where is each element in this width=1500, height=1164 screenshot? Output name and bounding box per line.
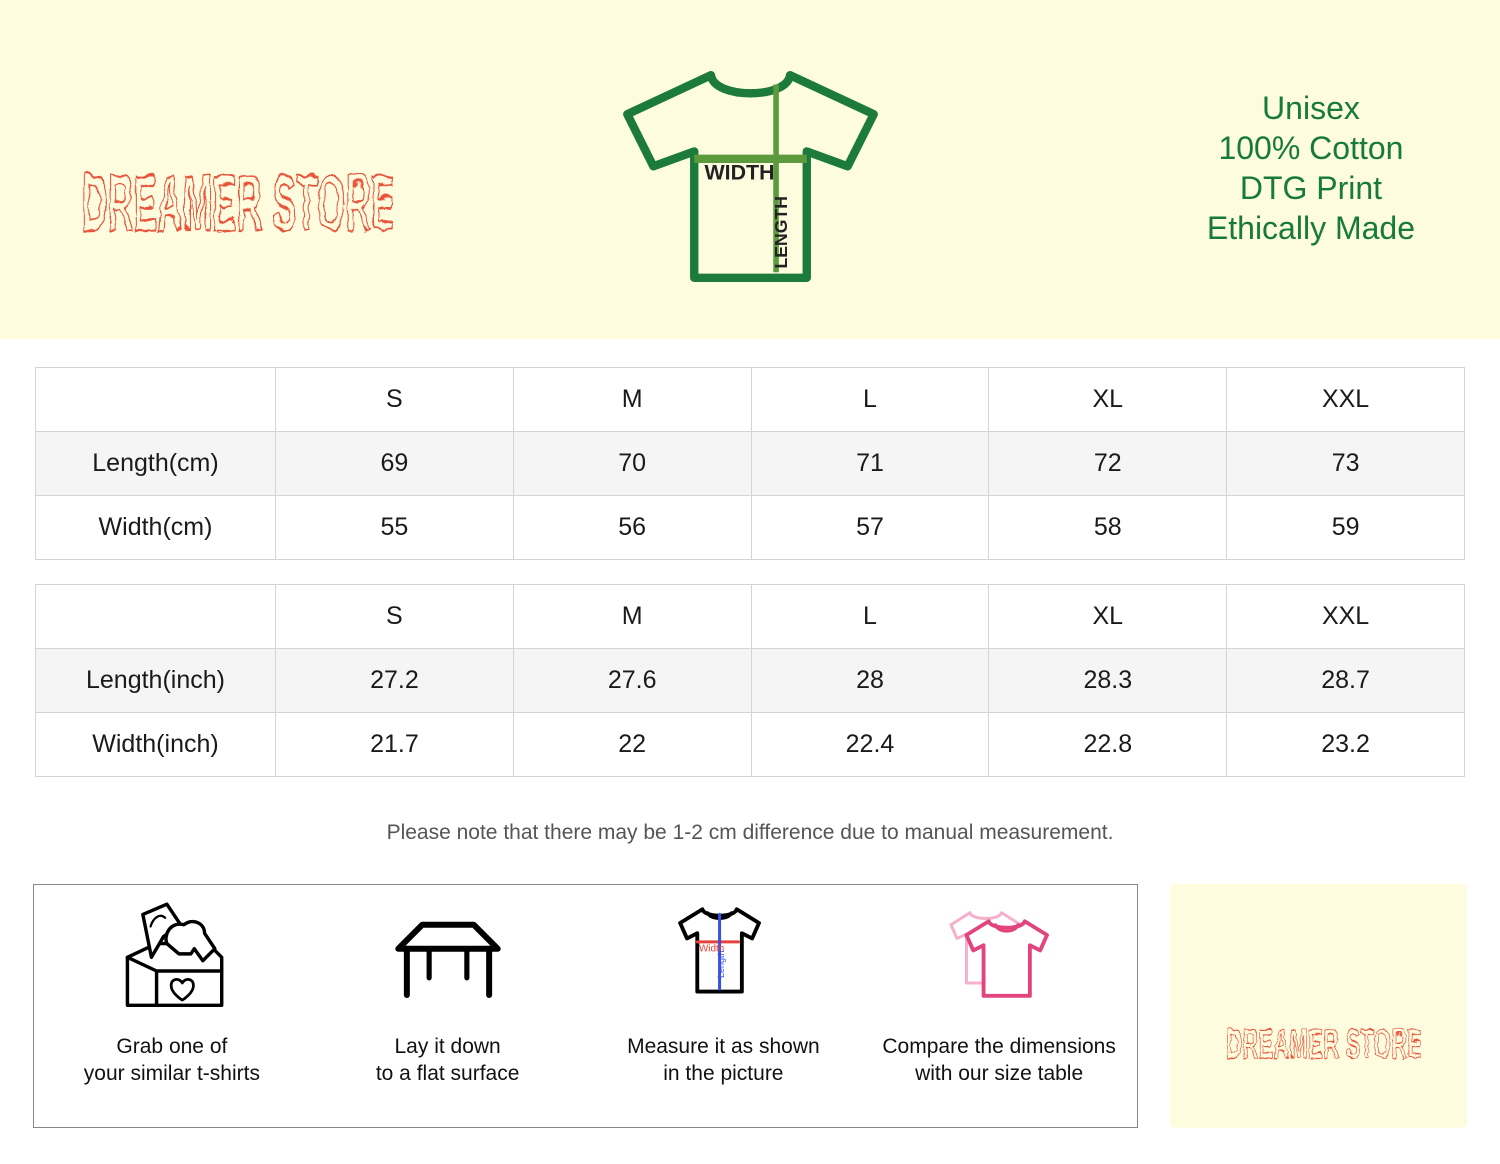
svg-text:LENGTH: LENGTH	[771, 196, 791, 269]
svg-text:WIDTH: WIDTH	[704, 160, 774, 184]
svg-text:DREAMER STORE: DREAMER STORE	[1225, 1018, 1421, 1062]
svg-text:DREAMER STORE: DREAMER STORE	[80, 155, 393, 238]
svg-text:Length: Length	[716, 950, 726, 978]
